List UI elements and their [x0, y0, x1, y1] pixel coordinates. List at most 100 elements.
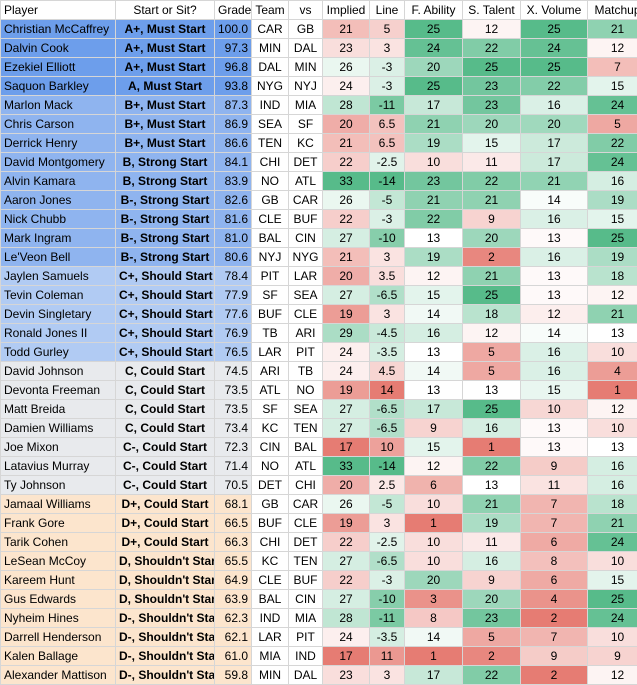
header-start-or-sit[interactable]: Start or Sit? [116, 1, 215, 20]
player-name-cell[interactable]: Saquon Barkley [1, 77, 116, 96]
player-name-cell[interactable]: Devonta Freeman [1, 381, 116, 400]
s-talent-cell: 21 [463, 495, 521, 514]
team-cell: NO [252, 457, 289, 476]
s-talent-cell: 9 [463, 210, 521, 229]
opponent-cell: DET [289, 153, 323, 172]
opponent-cell: SF [289, 115, 323, 134]
header-grade[interactable]: Grade [215, 1, 252, 20]
player-name-cell[interactable]: Derrick Henry [1, 134, 116, 153]
implied-cell: 24 [323, 77, 370, 96]
player-name-cell[interactable]: Joe Mixon [1, 438, 116, 457]
player-name-cell[interactable]: Kalen Ballage [1, 647, 116, 666]
header-s-talent[interactable]: S. Talent [463, 1, 521, 20]
player-name-cell[interactable]: Nick Chubb [1, 210, 116, 229]
header-vs[interactable]: vs [289, 1, 323, 20]
grade-cell: 73.4 [215, 419, 252, 438]
opponent-cell: DET [289, 533, 323, 552]
player-name-cell[interactable]: Jaylen Samuels [1, 267, 116, 286]
opponent-cell: TEN [289, 419, 323, 438]
f-ability-cell: 21 [405, 115, 463, 134]
player-name-cell[interactable]: Todd Gurley [1, 343, 116, 362]
grade-cell: 63.9 [215, 590, 252, 609]
f-ability-cell: 13 [405, 381, 463, 400]
player-name-cell[interactable]: David Johnson [1, 362, 116, 381]
opponent-cell: IND [289, 647, 323, 666]
player-name-cell[interactable]: Alvin Kamara [1, 172, 116, 191]
header-team[interactable]: Team [252, 1, 289, 20]
grade-cell: 100.0 [215, 20, 252, 39]
s-talent-cell: 23 [463, 77, 521, 96]
opponent-cell: KC [289, 134, 323, 153]
team-cell: KC [252, 419, 289, 438]
player-name-cell[interactable]: Mark Ingram [1, 229, 116, 248]
header-x-volume[interactable]: X. Volume [521, 1, 588, 20]
s-talent-cell: 19 [463, 514, 521, 533]
player-name-cell[interactable]: Latavius Murray [1, 457, 116, 476]
player-name-cell[interactable]: Damien Williams [1, 419, 116, 438]
s-talent-cell: 22 [463, 172, 521, 191]
player-name-cell[interactable]: Chris Carson [1, 115, 116, 134]
header-line[interactable]: Line [370, 1, 405, 20]
player-name-cell[interactable]: Jamaal Williams [1, 495, 116, 514]
player-name-cell[interactable]: Gus Edwards [1, 590, 116, 609]
header-player[interactable]: Player [1, 1, 116, 20]
opponent-cell: DAL [289, 39, 323, 58]
player-name-cell[interactable]: David Montgomery [1, 153, 116, 172]
header-f-ability[interactable]: F. Ability [405, 1, 463, 20]
player-name-cell[interactable]: Ty Johnson [1, 476, 116, 495]
x-volume-cell: 13 [521, 286, 588, 305]
grade-cell: 74.5 [215, 362, 252, 381]
player-name-cell[interactable]: Darrell Henderson [1, 628, 116, 647]
player-name-cell[interactable]: Le'Veon Bell [1, 248, 116, 267]
player-name-cell[interactable]: Tarik Cohen [1, 533, 116, 552]
matchup-cell: 21 [588, 20, 637, 39]
x-volume-cell: 13 [521, 229, 588, 248]
matchup-cell: 12 [588, 39, 637, 58]
implied-cell: 19 [323, 305, 370, 324]
grade-cell: 76.9 [215, 324, 252, 343]
player-name-cell[interactable]: Aaron Jones [1, 191, 116, 210]
player-name-cell[interactable]: Christian McCaffrey [1, 20, 116, 39]
f-ability-cell: 22 [405, 210, 463, 229]
team-cell: ARI [252, 362, 289, 381]
matchup-cell: 19 [588, 191, 637, 210]
player-name-cell[interactable]: Ronald Jones II [1, 324, 116, 343]
start-or-sit-cell: C+, Should Start [116, 324, 215, 343]
s-talent-cell: 13 [463, 381, 521, 400]
grade-cell: 78.4 [215, 267, 252, 286]
start-or-sit-cell: C, Could Start [116, 381, 215, 400]
matchup-cell: 16 [588, 476, 637, 495]
team-cell: CLE [252, 210, 289, 229]
s-talent-cell: 2 [463, 647, 521, 666]
x-volume-cell: 9 [521, 457, 588, 476]
header-implied[interactable]: Implied [323, 1, 370, 20]
player-name-cell[interactable]: Dalvin Cook [1, 39, 116, 58]
implied-cell: 21 [323, 248, 370, 267]
player-name-cell[interactable]: Devin Singletary [1, 305, 116, 324]
player-name-cell[interactable]: Ezekiel Elliott [1, 58, 116, 77]
implied-cell: 28 [323, 609, 370, 628]
matchup-cell: 18 [588, 495, 637, 514]
team-cell: TB [252, 324, 289, 343]
matchup-cell: 16 [588, 172, 637, 191]
player-name-cell[interactable]: Nyheim Hines [1, 609, 116, 628]
player-name-cell[interactable]: LeSean McCoy [1, 552, 116, 571]
player-name-cell[interactable]: Frank Gore [1, 514, 116, 533]
implied-cell: 29 [323, 324, 370, 343]
start-or-sit-cell: D, Shouldn't Start [116, 571, 215, 590]
player-name-cell[interactable]: Kareem Hunt [1, 571, 116, 590]
player-name-cell[interactable]: Tevin Coleman [1, 286, 116, 305]
player-name-cell[interactable]: Matt Breida [1, 400, 116, 419]
header-matchup[interactable]: Matchup [588, 1, 637, 20]
line-cell: -10 [370, 590, 405, 609]
f-ability-cell: 14 [405, 362, 463, 381]
line-cell: 11 [370, 647, 405, 666]
player-name-cell[interactable]: Marlon Mack [1, 96, 116, 115]
line-cell: -5 [370, 495, 405, 514]
